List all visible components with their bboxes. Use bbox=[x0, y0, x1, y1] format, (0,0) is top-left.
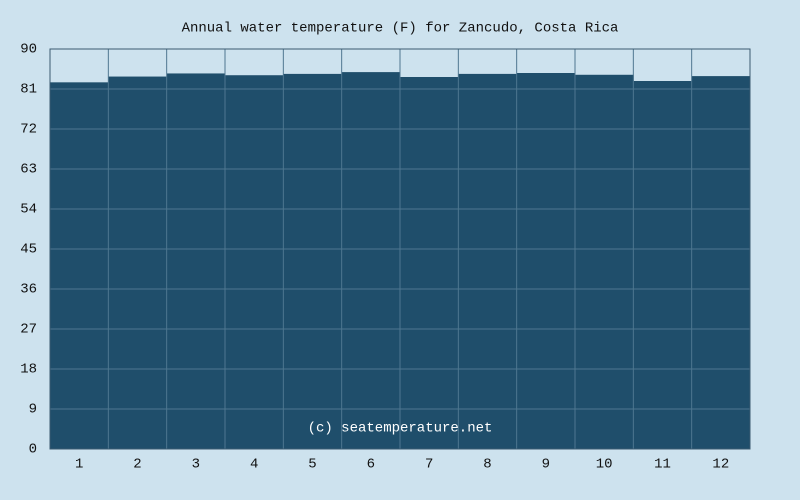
area-segment bbox=[516, 73, 576, 449]
y-tick-label: 63 bbox=[20, 162, 37, 178]
area-segment bbox=[400, 77, 459, 449]
area-segment bbox=[283, 73, 343, 449]
area-segment bbox=[458, 73, 518, 449]
x-tick-label: 4 bbox=[250, 457, 258, 473]
plot-border bbox=[49, 48, 751, 450]
area-segment bbox=[166, 73, 226, 449]
x-tick-label: 11 bbox=[654, 457, 671, 473]
area-segment bbox=[108, 76, 168, 450]
y-tick-label: 45 bbox=[20, 242, 37, 258]
area-segment bbox=[225, 75, 284, 449]
y-tick-label: 0 bbox=[29, 442, 37, 458]
x-tick-label: 6 bbox=[367, 457, 375, 473]
area-segment bbox=[633, 81, 693, 449]
y-tick-label: 72 bbox=[20, 122, 37, 138]
x-tick-label: 1 bbox=[75, 457, 83, 473]
y-tick-label: 54 bbox=[20, 202, 37, 218]
x-tick-label: 9 bbox=[542, 457, 550, 473]
area-segment bbox=[575, 74, 634, 450]
x-tick-label: 5 bbox=[308, 457, 316, 473]
watermark: (c) seatemperature.net bbox=[308, 421, 493, 437]
y-tick-label: 9 bbox=[29, 402, 37, 418]
y-tick-label: 36 bbox=[20, 282, 37, 298]
x-tick-label: 2 bbox=[133, 457, 141, 473]
x-tick-label: 8 bbox=[483, 457, 491, 473]
x-tick-label: 7 bbox=[425, 457, 433, 473]
area-segment bbox=[50, 82, 109, 449]
y-tick-label: 27 bbox=[20, 322, 37, 338]
y-tick-label: 81 bbox=[20, 82, 37, 98]
chart-title: Annual water temperature (F) for Zancudo… bbox=[182, 21, 619, 37]
x-tick-label: 12 bbox=[712, 457, 729, 473]
x-tick-label: 3 bbox=[192, 457, 200, 473]
area-segment bbox=[691, 76, 751, 449]
area-segment bbox=[341, 72, 401, 449]
x-tick-label: 10 bbox=[596, 457, 613, 473]
y-tick-label: 90 bbox=[20, 42, 37, 58]
y-tick-label: 18 bbox=[20, 362, 37, 378]
